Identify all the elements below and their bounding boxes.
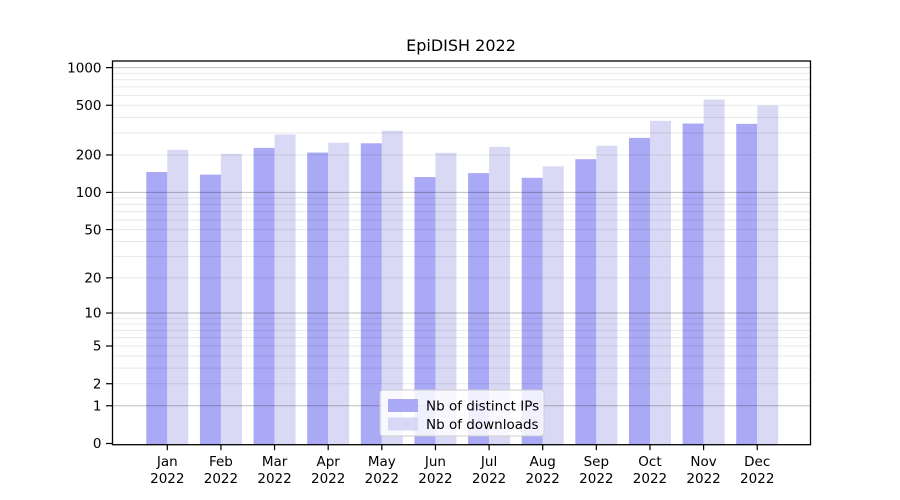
bar-downloads-oct <box>649 120 671 445</box>
legend-swatch-downloads <box>388 417 418 431</box>
bar-ips-mar <box>253 147 275 445</box>
x-tick-label-dec: Dec 2022 <box>740 454 774 487</box>
x-tick-label-may: May 2022 <box>365 454 399 487</box>
y-tick-label: 5 <box>93 339 102 355</box>
bar-downloads-nov <box>703 99 725 445</box>
x-tick-label-aug: Aug 2022 <box>526 454 560 487</box>
plot-frame <box>111 60 812 446</box>
x-tick-label-apr: Apr 2022 <box>311 454 345 487</box>
x-tick-label-jun: Jun 2022 <box>418 454 452 487</box>
bar-downloads-aug <box>542 166 564 445</box>
bar-ips-feb <box>199 174 221 445</box>
x-tick-label-jan: Jan 2022 <box>150 454 184 487</box>
bar-downloads-sep <box>596 145 618 445</box>
grid-layer <box>112 67 811 407</box>
bar-ips-may <box>360 143 382 445</box>
y-tick-label: 1 <box>93 398 102 414</box>
bar-downloads-mar <box>274 134 296 445</box>
legend-label-distinct-ips: Nb of distinct IPs <box>426 399 539 415</box>
bar-ips-nov <box>682 123 704 445</box>
y-tick-label: 500 <box>76 98 102 114</box>
legend-label-downloads: Nb of downloads <box>426 417 539 433</box>
bars-layer <box>146 99 779 445</box>
bar-ips-jun <box>414 177 436 445</box>
y-tick-label: 2 <box>93 376 102 392</box>
y-tick-label: 100 <box>76 185 102 201</box>
bar-ips-aug <box>521 177 543 445</box>
bar-ips-apr <box>307 152 329 445</box>
y-tick-label: 0 <box>93 436 102 452</box>
legend-swatch-distinct-ips <box>388 399 418 412</box>
y-tick-label: 20 <box>84 271 101 287</box>
bar-downloads-may <box>381 130 403 445</box>
y-tick-label: 1000 <box>67 60 101 76</box>
x-tick-label-feb: Feb 2022 <box>204 454 238 487</box>
bar-ips-oct <box>628 137 650 445</box>
x-tick-label-nov: Nov 2022 <box>686 454 720 487</box>
bar-downloads-jul <box>489 146 511 445</box>
x-tick-label-sep: Sep 2022 <box>579 454 613 487</box>
bar-downloads-apr <box>328 142 350 445</box>
chart-title: EpiDISH 2022 <box>406 36 516 55</box>
x-tick-label-oct: Oct 2022 <box>633 454 667 487</box>
bar-downloads-dec <box>757 105 779 445</box>
bar-ips-dec <box>736 123 758 445</box>
bar-downloads-feb <box>220 153 242 445</box>
x-tick-label-jul: Jul 2022 <box>472 454 506 487</box>
legend: Nb of distinct IPs Nb of downloads <box>379 389 545 437</box>
y-tick-label: 10 <box>84 306 101 322</box>
x-tick-label-mar: Mar 2022 <box>257 454 291 487</box>
y-tick-label: 200 <box>76 148 102 164</box>
bar-downloads-jun <box>435 152 457 445</box>
bar-ips-jan <box>146 171 168 445</box>
bar-ips-sep <box>575 159 597 445</box>
y-tick-label: 50 <box>84 222 101 238</box>
bar-downloads-jan <box>167 149 189 445</box>
bar-ips-jul <box>468 173 490 445</box>
legend-box <box>379 389 545 437</box>
